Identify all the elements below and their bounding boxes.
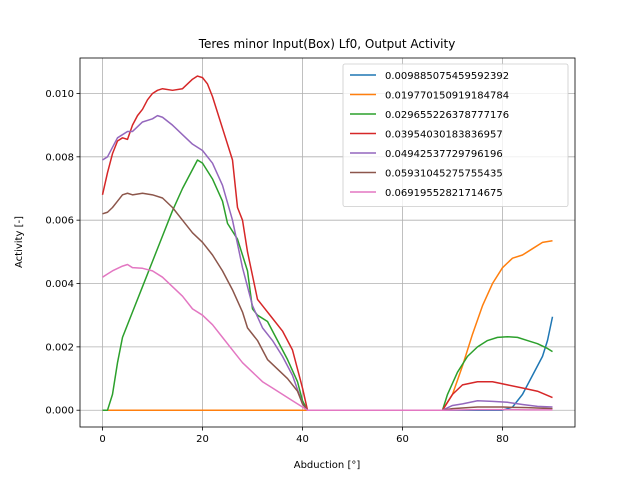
y-axis-ticks: 0.000 0.002 0.004 0.006 0.008 0.010 <box>45 89 80 417</box>
legend-label-2: 0.019770150919184784 <box>385 90 509 101</box>
legend-label-4: 0.03954030183836957 <box>385 129 503 140</box>
y-axis-label: Activity [-] <box>14 216 25 268</box>
series-line-5 <box>102 114 553 411</box>
series-line-4 <box>101 75 553 411</box>
chart-title: Teres minor Input(Box) Lf0, Output Activ… <box>198 37 456 51</box>
legend-label-3: 0.029655226378777176 <box>385 110 509 121</box>
legend: 0.009885075459592392 0.019770150919184784… <box>342 63 569 207</box>
legend-label-7: 0.06919552821714675 <box>385 188 503 199</box>
x-tick-label: 60 <box>396 434 409 445</box>
axes-frame <box>79 57 576 428</box>
y-tick-label: 0.006 <box>45 216 74 227</box>
series-line-7 <box>102 263 553 411</box>
legend-label-5: 0.04942537729796196 <box>385 149 503 160</box>
x-tick-label: 80 <box>496 434 509 445</box>
x-axis-ticks: 0 20 40 60 80 <box>99 427 509 445</box>
y-tick-label: 0.008 <box>45 152 74 163</box>
x-tick-label: 0 <box>99 434 105 445</box>
x-axis-label: Abduction [°] <box>294 460 361 471</box>
series-layer <box>101 75 554 411</box>
legend-label-6: 0.05931045275755435 <box>385 168 503 179</box>
y-tick-label: 0.004 <box>45 279 74 290</box>
x-tick-label: 20 <box>196 434 209 445</box>
y-tick-label: 0.010 <box>45 89 74 100</box>
x-tick-label: 40 <box>296 434 309 445</box>
y-tick-label: 0.002 <box>45 342 74 353</box>
y-tick-label: 0.000 <box>45 406 74 417</box>
legend-label-1: 0.009885075459592392 <box>385 71 509 82</box>
legend-box <box>342 63 569 207</box>
